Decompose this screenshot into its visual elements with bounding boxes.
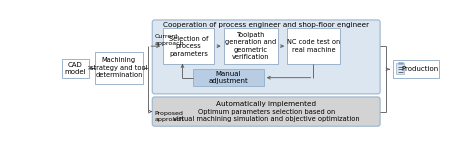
Text: Optimum parameters selection based on
virtual machining simulation and objective: Optimum parameters selection based on vi… xyxy=(173,109,359,122)
Text: NC code test on
real machine: NC code test on real machine xyxy=(287,39,340,53)
Bar xyxy=(192,69,264,86)
FancyBboxPatch shape xyxy=(152,20,380,94)
Bar xyxy=(224,28,278,64)
Text: Proposed
approach: Proposed approach xyxy=(155,111,184,122)
Text: CAD
model: CAD model xyxy=(64,62,86,75)
Bar xyxy=(95,51,143,84)
FancyBboxPatch shape xyxy=(152,97,380,126)
Text: Manual
adjustment: Manual adjustment xyxy=(209,71,248,84)
Text: Machining
strategy and tool
determination: Machining strategy and tool determinatio… xyxy=(90,57,148,78)
Bar xyxy=(396,63,404,74)
Bar xyxy=(398,62,402,64)
Text: Production: Production xyxy=(402,66,439,72)
Bar xyxy=(163,28,214,64)
Text: Selection of
process
parameters: Selection of process parameters xyxy=(169,36,209,57)
Bar xyxy=(287,28,340,64)
Bar xyxy=(392,60,439,78)
Text: Automatically implemented: Automatically implemented xyxy=(216,101,316,107)
Text: Cooperation of process engineer and shop-floor engineer: Cooperation of process engineer and shop… xyxy=(163,22,369,28)
Text: Current
approach: Current approach xyxy=(155,34,184,46)
Text: Toolpath
generation and
geometric
verification: Toolpath generation and geometric verifi… xyxy=(225,32,276,60)
Bar xyxy=(62,59,89,78)
